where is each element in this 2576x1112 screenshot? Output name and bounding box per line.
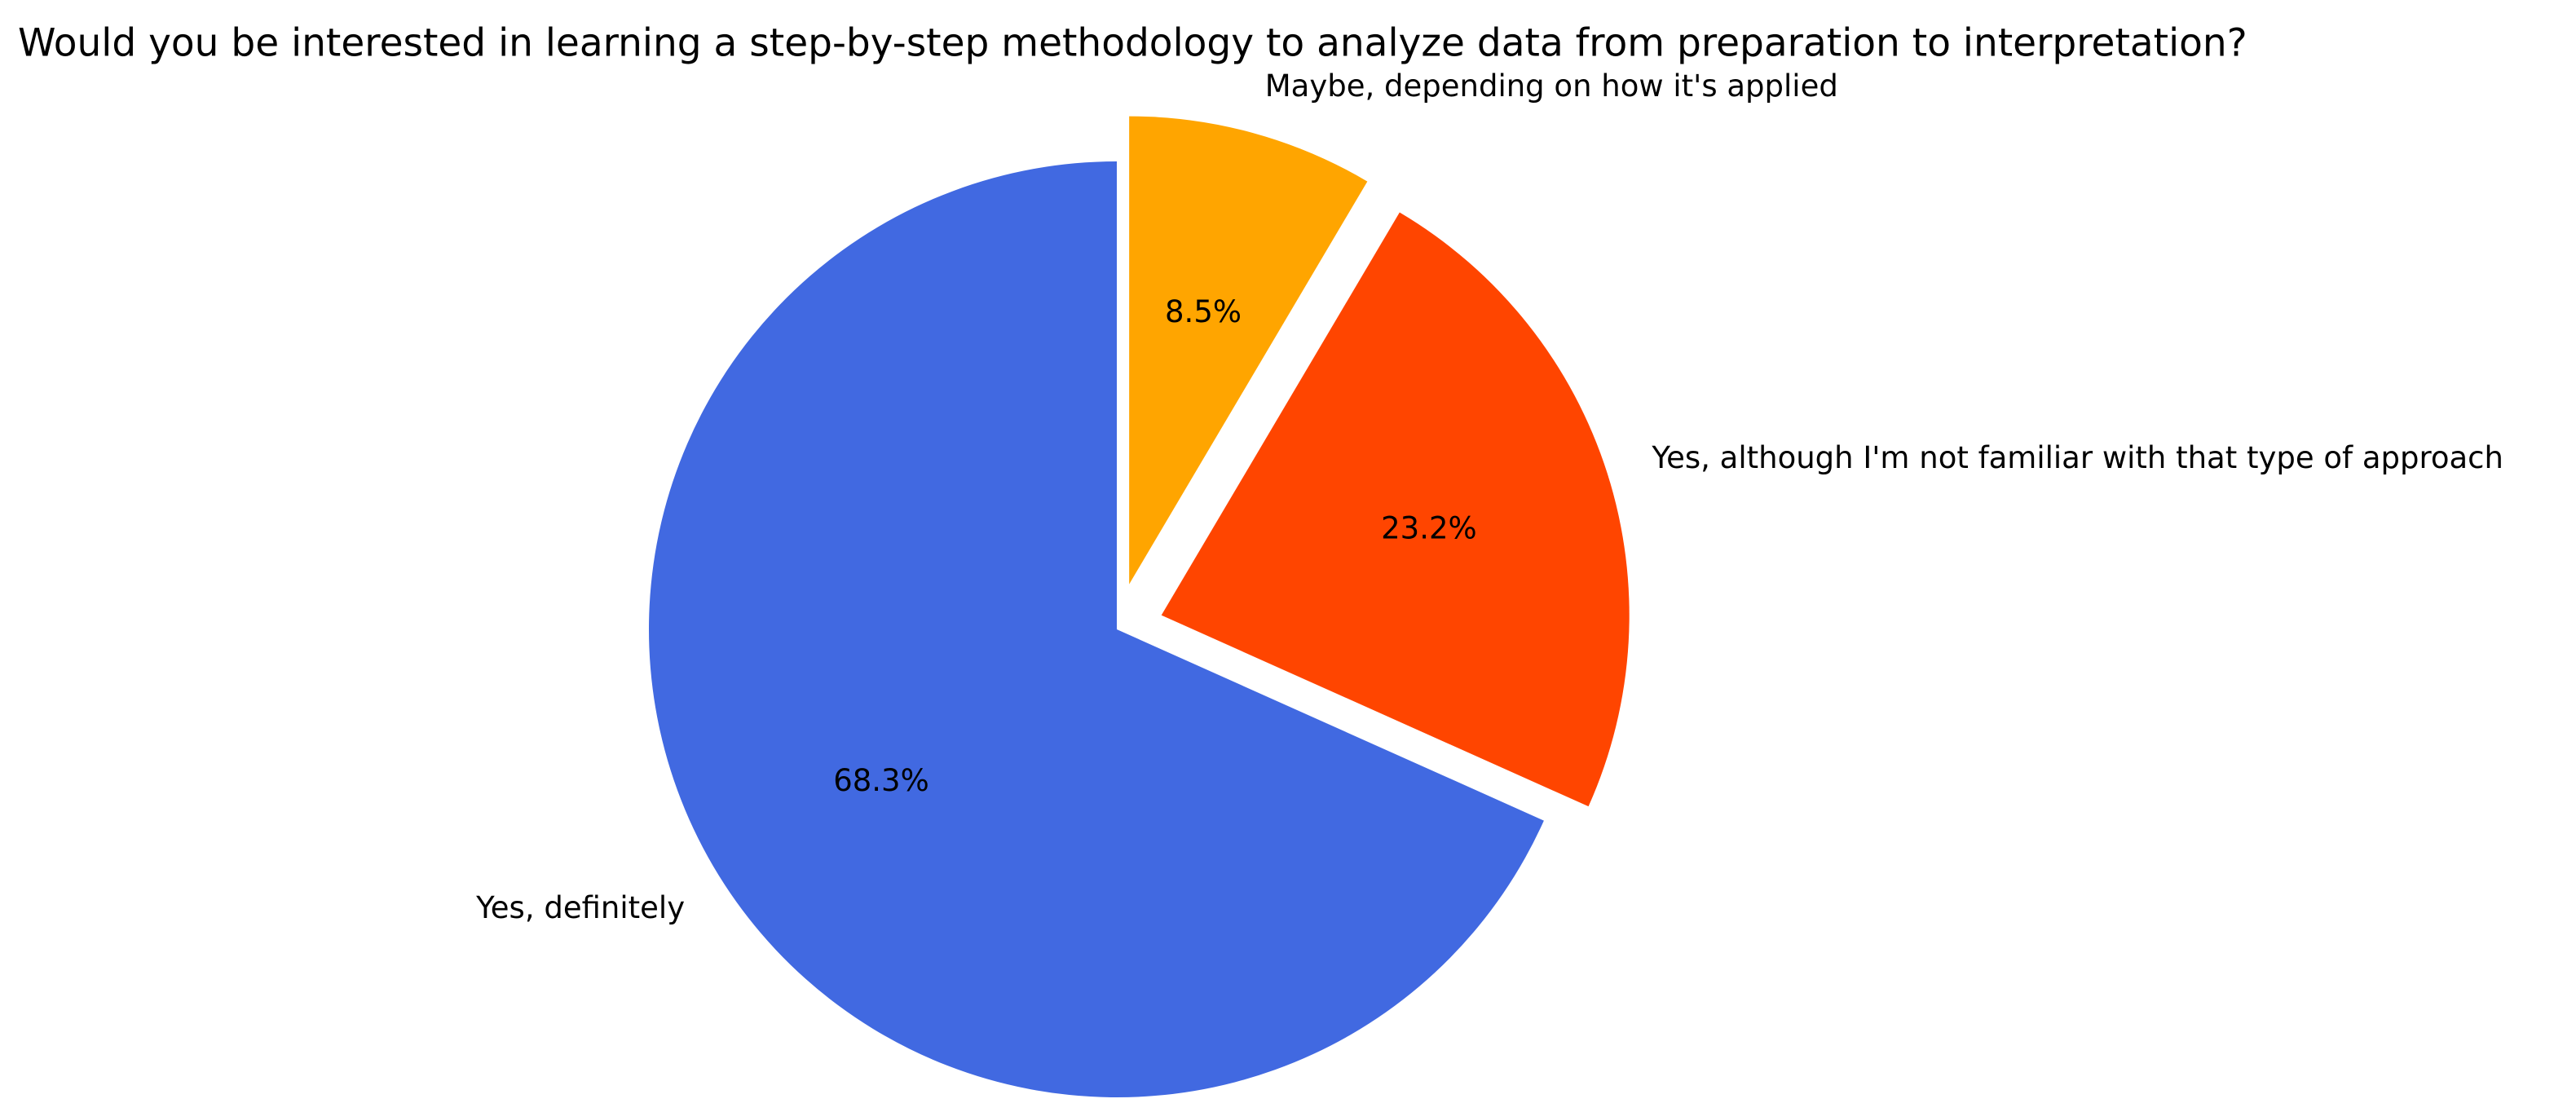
pie-slice: [1161, 212, 1630, 807]
value-label: 68.3%: [833, 763, 929, 798]
chart-title: Would you be interested in learning a st…: [18, 21, 2247, 66]
slice-label: Yes, although I'm not familiar with that…: [1651, 440, 2503, 475]
slice-label: Maybe, depending on how it's applied: [1265, 68, 1838, 104]
value-label: 23.2%: [1381, 511, 1477, 546]
value-label: 8.5%: [1165, 294, 1242, 329]
pie-slice: [649, 161, 1544, 1098]
pie-slice: [1129, 116, 1368, 585]
slice-label: Yes, definitely: [475, 890, 685, 925]
